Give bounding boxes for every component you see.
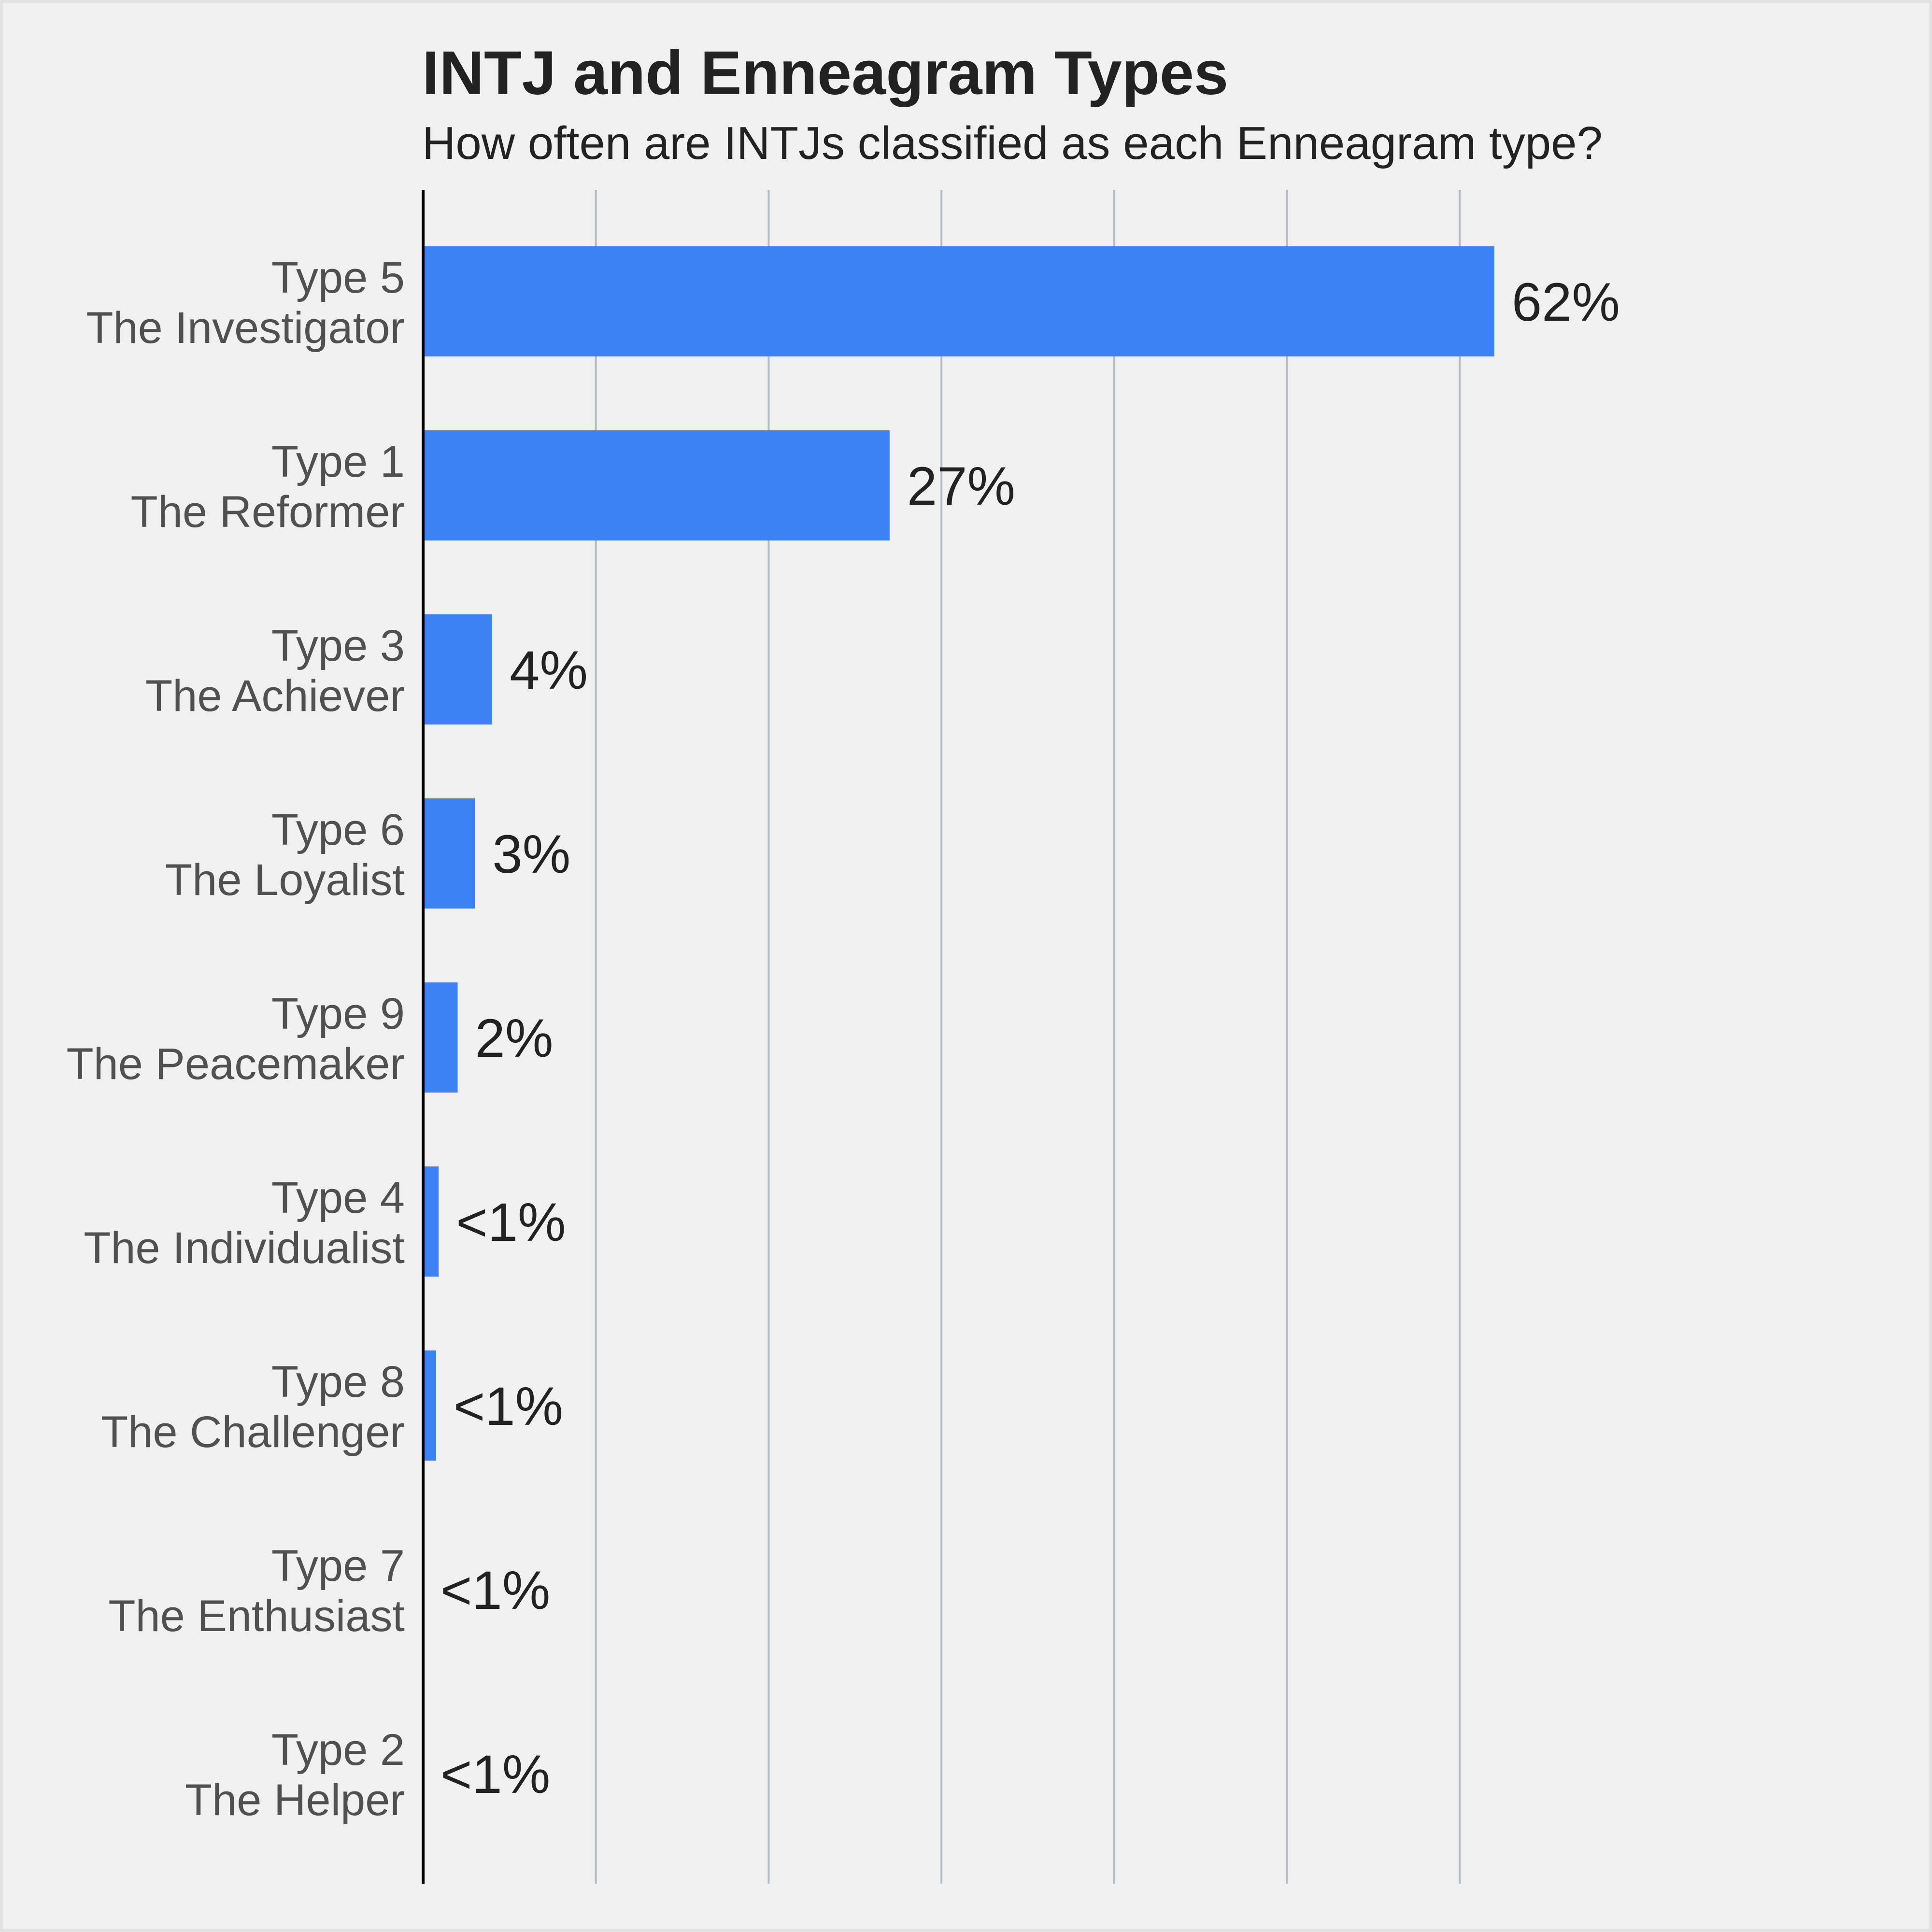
value-label: <1% xyxy=(440,1744,550,1804)
category-name: The Enthusiast xyxy=(108,1591,405,1641)
category-name: The Reformer xyxy=(131,487,405,537)
category-label: Type 1 The Reformer xyxy=(131,437,405,537)
category-name: The Achiever xyxy=(145,671,405,721)
bars xyxy=(423,246,1494,1461)
bar xyxy=(423,982,458,1093)
category-name: The Individualist xyxy=(84,1223,405,1273)
category-name: The Loyalist xyxy=(165,855,405,905)
value-label: 4% xyxy=(510,640,588,700)
category-type: Type 8 xyxy=(271,1357,405,1406)
category-label: Type 5 The Investigator xyxy=(86,253,405,353)
chart-title: INTJ and Enneagram Types xyxy=(422,39,1229,108)
category-type: Type 6 xyxy=(271,805,405,854)
category-type: Type 9 xyxy=(271,989,405,1038)
value-label: <1% xyxy=(456,1192,566,1252)
category-name: The Helper xyxy=(185,1776,405,1825)
bar xyxy=(423,614,493,724)
category-type: Type 5 xyxy=(271,253,405,302)
category-type: Type 4 xyxy=(271,1173,405,1222)
value-label: 3% xyxy=(492,824,570,884)
value-label: 27% xyxy=(907,456,1015,516)
bar xyxy=(423,1350,436,1461)
category-type: Type 3 xyxy=(271,621,405,670)
bar xyxy=(423,246,1494,356)
category-type: Type 1 xyxy=(271,437,405,486)
chart-subtitle: How often are INTJs classified as each E… xyxy=(422,117,1603,169)
category-name: The Investigator xyxy=(86,303,405,353)
category-label: Type 6 The Loyalist xyxy=(165,805,405,905)
category-label: Type 8 The Challenger xyxy=(101,1357,405,1457)
category-name: The Challenger xyxy=(101,1407,405,1457)
labels: Type 5 The Investigator 62% Type 1 The Refor… xyxy=(66,253,1620,1825)
value-label: 2% xyxy=(475,1008,554,1068)
category-label: Type 9 The Peacemaker xyxy=(66,989,405,1089)
bar xyxy=(423,798,475,909)
category-label: Type 2 The Helper xyxy=(185,1725,405,1825)
category-label: Type 3 The Achiever xyxy=(145,621,405,721)
value-label: <1% xyxy=(454,1376,563,1436)
category-label: Type 7 The Enthusiast xyxy=(108,1541,405,1641)
bar xyxy=(423,1166,439,1277)
value-label: <1% xyxy=(440,1560,550,1620)
value-label: 62% xyxy=(1512,272,1620,332)
category-type: Type 7 xyxy=(271,1541,405,1591)
bar xyxy=(423,430,890,540)
category-label: Type 4 The Individualist xyxy=(84,1173,405,1273)
category-name: The Peacemaker xyxy=(66,1039,405,1089)
category-type: Type 2 xyxy=(271,1725,405,1775)
